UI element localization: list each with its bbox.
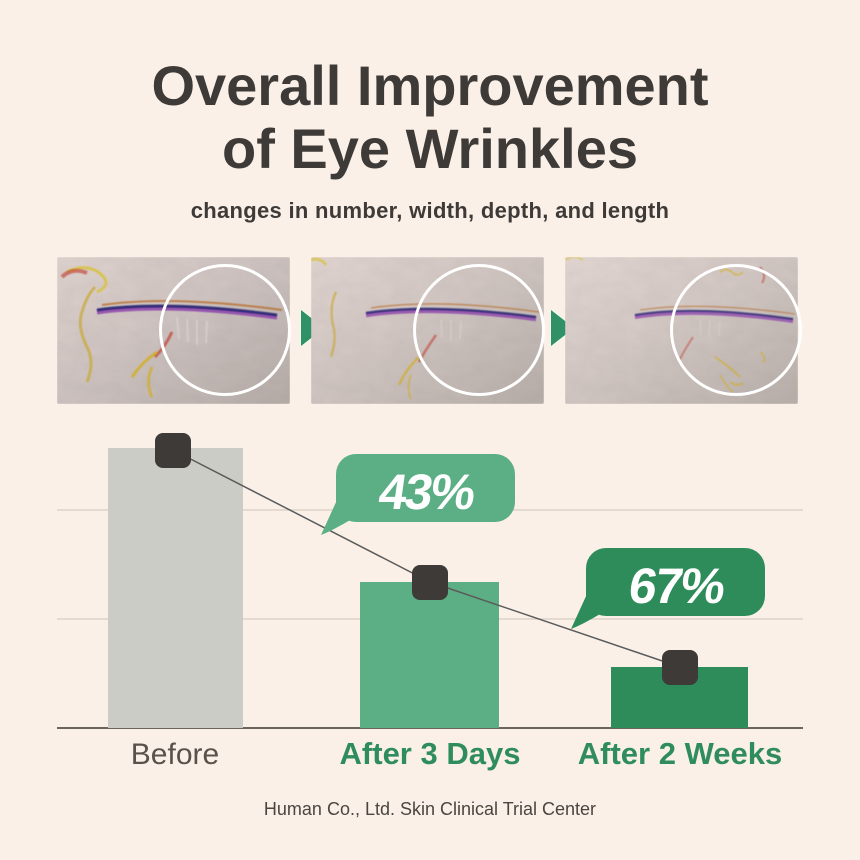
- svg-text:Human Co., Ltd. Skin Clinical: Human Co., Ltd. Skin Clinical Trial Cent…: [264, 799, 596, 819]
- svg-text:After 3 Days: After 3 Days: [340, 736, 521, 771]
- svg-text:67%: 67%: [625, 558, 728, 614]
- svg-text:43%: 43%: [375, 464, 478, 520]
- svg-text:Before: Before: [131, 738, 219, 771]
- svg-text:After 2 Weeks: After 2 Weeks: [578, 736, 782, 771]
